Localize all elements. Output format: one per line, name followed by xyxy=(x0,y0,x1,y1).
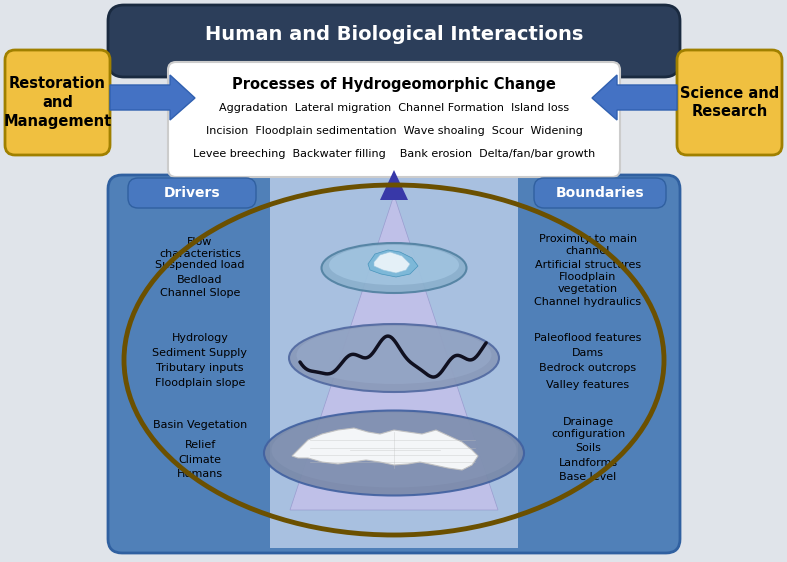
Text: Relief: Relief xyxy=(184,440,216,450)
Text: Levee breeching  Backwater filling    Bank erosion  Delta/fan/bar growth: Levee breeching Backwater filling Bank e… xyxy=(193,149,595,159)
Text: Tributary inputs: Tributary inputs xyxy=(157,363,244,373)
Text: Human and Biological Interactions: Human and Biological Interactions xyxy=(205,25,583,44)
Polygon shape xyxy=(290,195,498,510)
Text: Artificial structures: Artificial structures xyxy=(535,260,641,270)
Text: Bedrock outcrops: Bedrock outcrops xyxy=(539,363,637,373)
Text: Soils: Soils xyxy=(575,443,601,453)
Text: Proximity to main
channel: Proximity to main channel xyxy=(539,234,637,256)
Text: Incision  Floodplain sedimentation  Wave shoaling  Scour  Widening: Incision Floodplain sedimentation Wave s… xyxy=(205,126,582,136)
FancyBboxPatch shape xyxy=(108,5,680,77)
FancyBboxPatch shape xyxy=(108,175,680,553)
Ellipse shape xyxy=(289,324,499,392)
FancyBboxPatch shape xyxy=(128,178,256,208)
Text: Restoration
and
Management: Restoration and Management xyxy=(3,76,112,129)
Text: Channel hydraulics: Channel hydraulics xyxy=(534,297,641,307)
Text: Sediment Supply: Sediment Supply xyxy=(153,348,247,358)
Text: Boundaries: Boundaries xyxy=(556,186,645,200)
Text: Suspended load: Suspended load xyxy=(155,260,245,270)
Polygon shape xyxy=(110,75,195,120)
Text: Dams: Dams xyxy=(572,348,604,358)
Text: Landforms: Landforms xyxy=(559,458,618,468)
Polygon shape xyxy=(380,170,408,200)
Ellipse shape xyxy=(272,413,516,487)
FancyBboxPatch shape xyxy=(168,62,620,177)
Text: Drainage
configuration: Drainage configuration xyxy=(551,417,625,439)
Text: Base level: Base level xyxy=(560,472,617,482)
Text: Bedload: Bedload xyxy=(177,275,223,285)
Text: Floodplain slope: Floodplain slope xyxy=(155,378,246,388)
Bar xyxy=(270,178,518,548)
Text: Aggradation  Lateral migration  Channel Formation  Island loss: Aggradation Lateral migration Channel Fo… xyxy=(219,103,569,113)
FancyBboxPatch shape xyxy=(534,178,666,208)
Ellipse shape xyxy=(329,245,459,285)
Polygon shape xyxy=(374,252,410,273)
Polygon shape xyxy=(368,250,418,277)
FancyBboxPatch shape xyxy=(677,50,782,155)
Ellipse shape xyxy=(264,410,524,496)
FancyBboxPatch shape xyxy=(5,50,110,155)
Text: Humans: Humans xyxy=(177,469,223,479)
Text: Climate: Climate xyxy=(179,455,221,465)
Text: Drivers: Drivers xyxy=(164,186,220,200)
Ellipse shape xyxy=(322,243,467,293)
Text: Science and
Research: Science and Research xyxy=(680,85,779,119)
Text: Valley features: Valley features xyxy=(546,380,630,390)
Text: Flow
characteristics: Flow characteristics xyxy=(159,237,241,259)
Text: Processes of Hydrogeomorphic Change: Processes of Hydrogeomorphic Change xyxy=(232,76,556,92)
Text: Paleoflood features: Paleoflood features xyxy=(534,333,641,343)
Text: Hydrology: Hydrology xyxy=(172,333,228,343)
Text: Floodplain
vegetation: Floodplain vegetation xyxy=(558,272,618,294)
Polygon shape xyxy=(592,75,677,120)
Text: Channel Slope: Channel Slope xyxy=(160,288,240,298)
Polygon shape xyxy=(292,428,478,470)
Ellipse shape xyxy=(297,326,492,384)
Text: Basin Vegetation: Basin Vegetation xyxy=(153,420,247,430)
